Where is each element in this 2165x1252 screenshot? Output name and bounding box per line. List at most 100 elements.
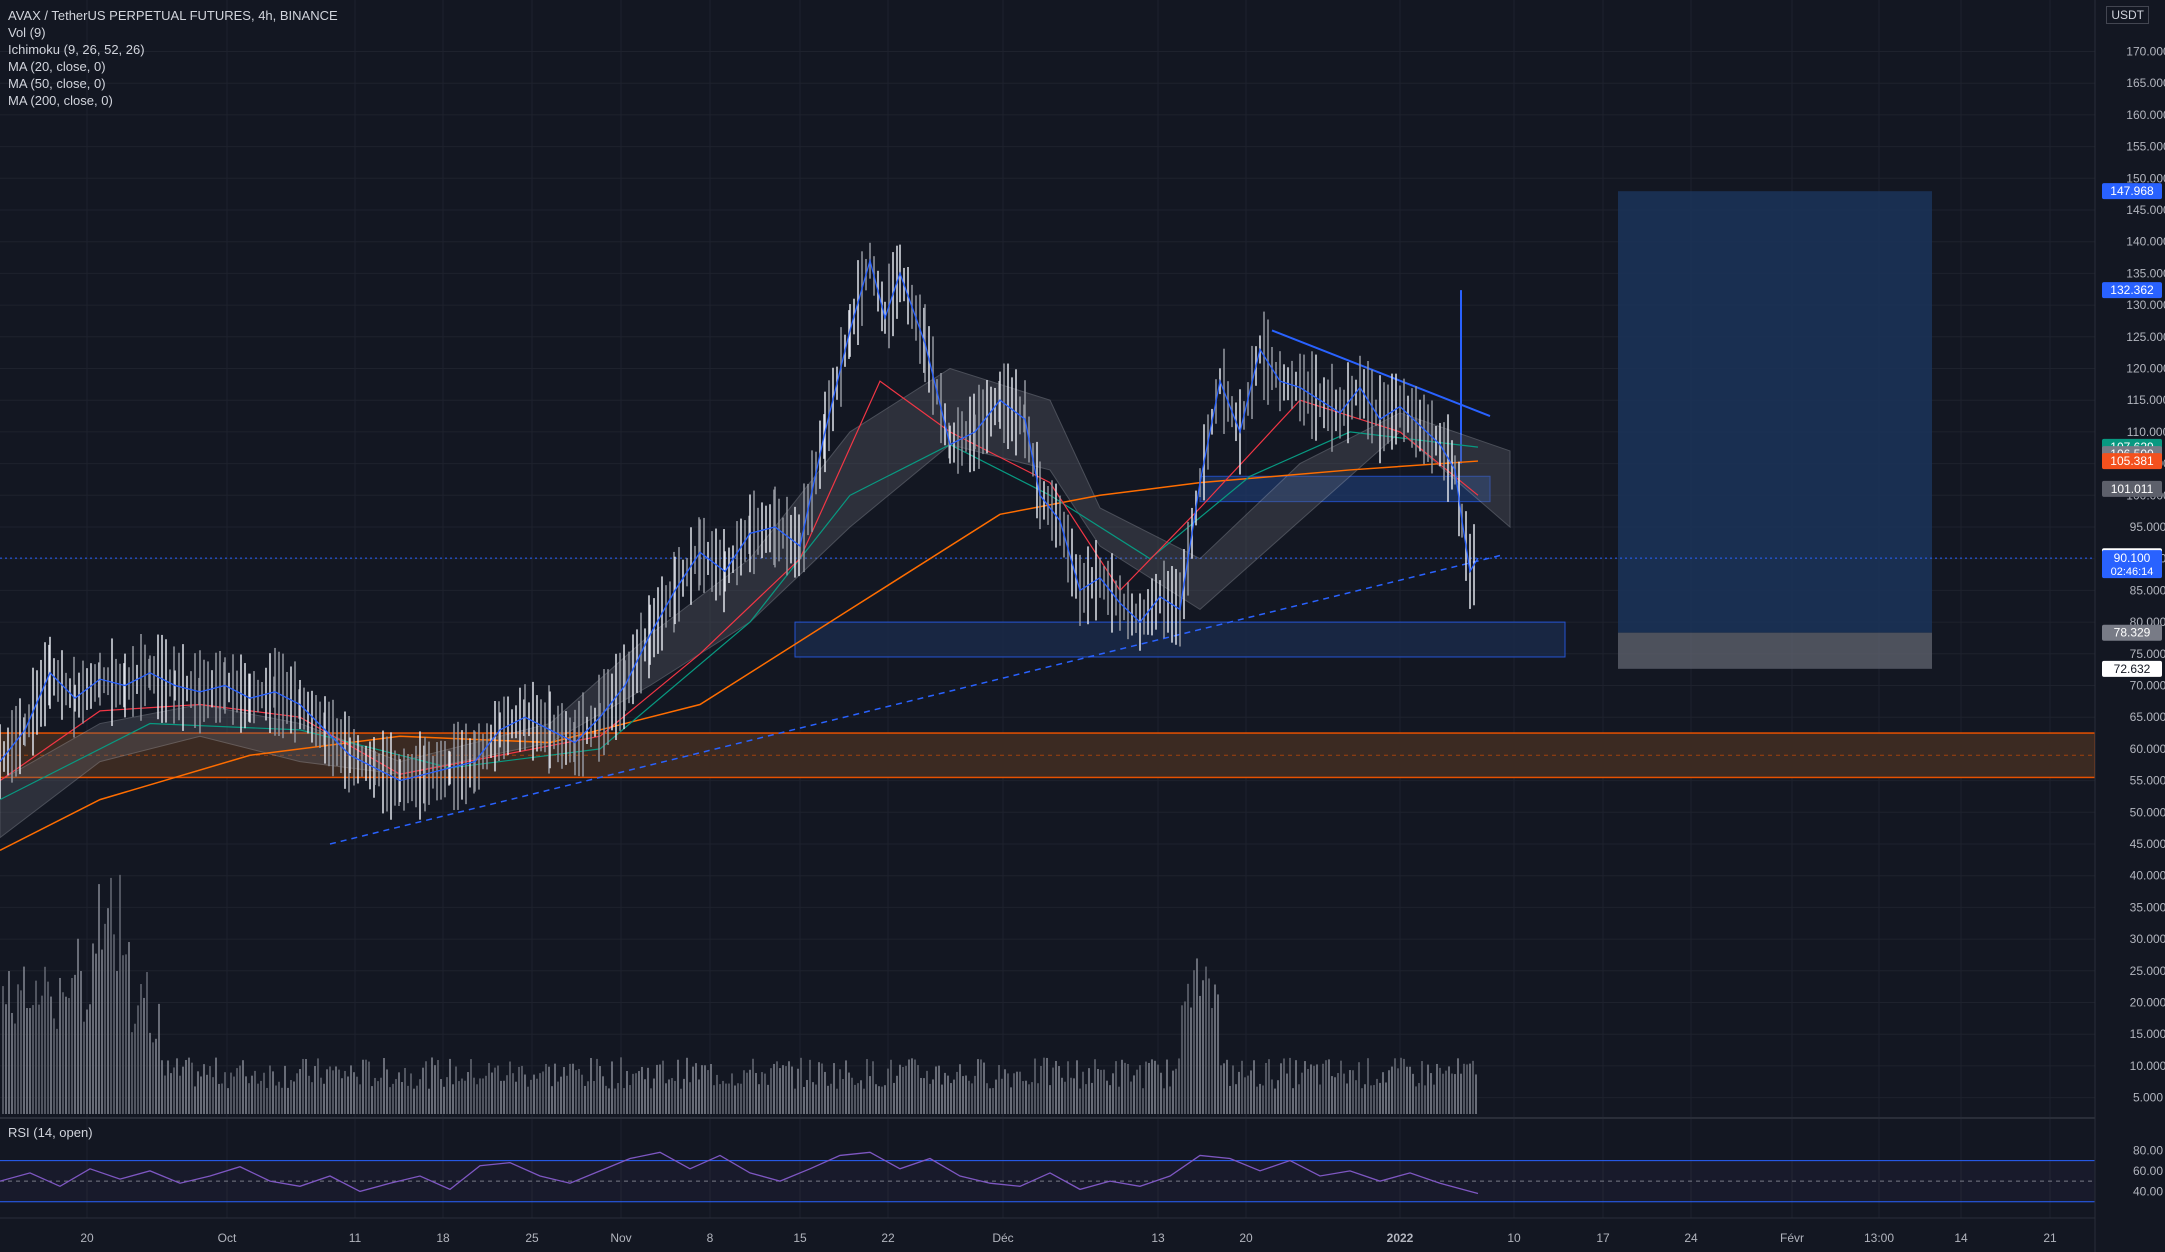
volume-bar: [1433, 1084, 1435, 1114]
volume-bar: [551, 1086, 553, 1114]
volume-bar: [935, 1066, 937, 1114]
volume-bar: [1076, 1060, 1078, 1114]
time-tick-label: 21: [2043, 1231, 2057, 1245]
volume-bar: [1364, 1084, 1366, 1114]
volume-bar: [1271, 1079, 1273, 1114]
volume-bar: [851, 1077, 853, 1114]
volume-bar: [146, 972, 148, 1114]
price-tick-label: 135.000: [2126, 266, 2165, 280]
price-tick-label: 45.000: [2130, 837, 2165, 851]
volume-bar: [29, 1008, 31, 1114]
volume-bar: [596, 1058, 598, 1114]
volume-bar: [1112, 1073, 1114, 1114]
volume-bar: [635, 1073, 637, 1114]
volume-bar: [188, 1057, 190, 1114]
volume-bar: [1217, 994, 1219, 1114]
volume-bar: [491, 1072, 493, 1114]
volume-bar: [1457, 1058, 1459, 1114]
volume-bar: [1382, 1072, 1384, 1114]
volume-bar: [1259, 1083, 1261, 1114]
volume-bar: [359, 1084, 361, 1114]
volume-bar: [731, 1073, 733, 1114]
volume-bar: [527, 1086, 529, 1114]
volume-bar: [1094, 1059, 1096, 1114]
rsi-title[interactable]: RSI (14, open): [8, 1125, 93, 1140]
volume-bar: [743, 1070, 745, 1114]
volume-bar: [1004, 1069, 1006, 1114]
volume-bar: [728, 1083, 730, 1114]
volume-bar: [617, 1083, 619, 1114]
volume-bar: [1298, 1084, 1300, 1114]
volume-bar: [419, 1079, 421, 1114]
volume-bar: [1316, 1064, 1318, 1114]
volume-bar: [1001, 1078, 1003, 1114]
volume-bar: [464, 1080, 466, 1114]
volume-bar: [515, 1081, 517, 1114]
volume-bar: [1409, 1066, 1411, 1114]
volume-bar: [797, 1068, 799, 1114]
volume-bar: [53, 1018, 55, 1114]
volume-bar: [590, 1057, 592, 1114]
volume-bar: [1268, 1059, 1270, 1114]
volume-bar: [902, 1066, 904, 1114]
indicator-ma20[interactable]: MA (20, close, 0): [8, 59, 106, 74]
volume-bar: [647, 1067, 649, 1114]
currency-unit[interactable]: USDT: [2106, 6, 2149, 24]
volume-bar: [1418, 1083, 1420, 1114]
volume-bar: [1169, 1086, 1171, 1114]
volume-bar: [368, 1061, 370, 1114]
indicator-volume[interactable]: Vol (9): [8, 25, 46, 40]
volume-bar: [257, 1083, 259, 1114]
volume-bar: [671, 1078, 673, 1114]
price-label-bg: [2102, 480, 2162, 497]
volume-bar: [680, 1088, 682, 1114]
volume-bar: [1445, 1070, 1447, 1114]
chart-title[interactable]: AVAX / TetherUS PERPETUAL FUTURES, 4h, B…: [8, 8, 338, 23]
volume-bar: [1379, 1082, 1381, 1114]
volume-bar: [191, 1062, 193, 1114]
volume-bar: [101, 949, 103, 1114]
volume-bar: [1199, 995, 1201, 1114]
volume-bar: [968, 1080, 970, 1114]
volume-bar: [1361, 1088, 1363, 1114]
volume-bar: [1313, 1065, 1315, 1114]
volume-bar: [1244, 1077, 1246, 1114]
volume-bar: [1151, 1059, 1153, 1114]
volume-bar: [458, 1081, 460, 1114]
time-tick-label: Nov: [610, 1231, 631, 1245]
volume-bar: [956, 1071, 958, 1114]
time-tick-label: Oct: [218, 1231, 237, 1245]
volume-bar: [185, 1059, 187, 1114]
volume-bar: [158, 1003, 160, 1114]
volume-bar: [161, 1060, 163, 1114]
indicator-ichimoku[interactable]: Ichimoku (9, 26, 52, 26): [8, 42, 145, 57]
volume-bar: [824, 1071, 826, 1114]
volume-bar: [1130, 1081, 1132, 1114]
volume-bar: [896, 1075, 898, 1114]
time-axis[interactable]: 20 Oct 11 18 25 Nov 8 15 22 Déc 13 20 2022 10 17 24 Févr…: [0, 1217, 2095, 1245]
rsi-tick-label: 40.00: [2133, 1184, 2163, 1198]
volume-bar: [104, 923, 106, 1114]
price-label-bg: [2102, 550, 2162, 579]
volume-bar: [554, 1063, 556, 1114]
volume-bar: [1406, 1066, 1408, 1114]
volume-bar: [1250, 1070, 1252, 1114]
volume-bar: [1331, 1076, 1333, 1114]
time-tick-label: 25: [525, 1231, 539, 1245]
volume-bar: [428, 1088, 430, 1114]
volume-bar: [1460, 1073, 1462, 1114]
volume-bar: [155, 1038, 157, 1114]
price-label-text: 78.329: [2114, 626, 2151, 640]
indicator-ma50[interactable]: MA (50, close, 0): [8, 76, 106, 91]
volume-bar: [1058, 1066, 1060, 1114]
volume-bar: [107, 908, 109, 1114]
volume-bar: [869, 1076, 871, 1114]
volume-bar: [1079, 1088, 1081, 1114]
volume-bar: [692, 1066, 694, 1114]
volume-bar: [182, 1066, 184, 1114]
volume-bar: [269, 1065, 271, 1114]
volume-bar: [542, 1071, 544, 1114]
volume-bar: [710, 1063, 712, 1114]
indicator-ma200[interactable]: MA (200, close, 0): [8, 93, 113, 108]
